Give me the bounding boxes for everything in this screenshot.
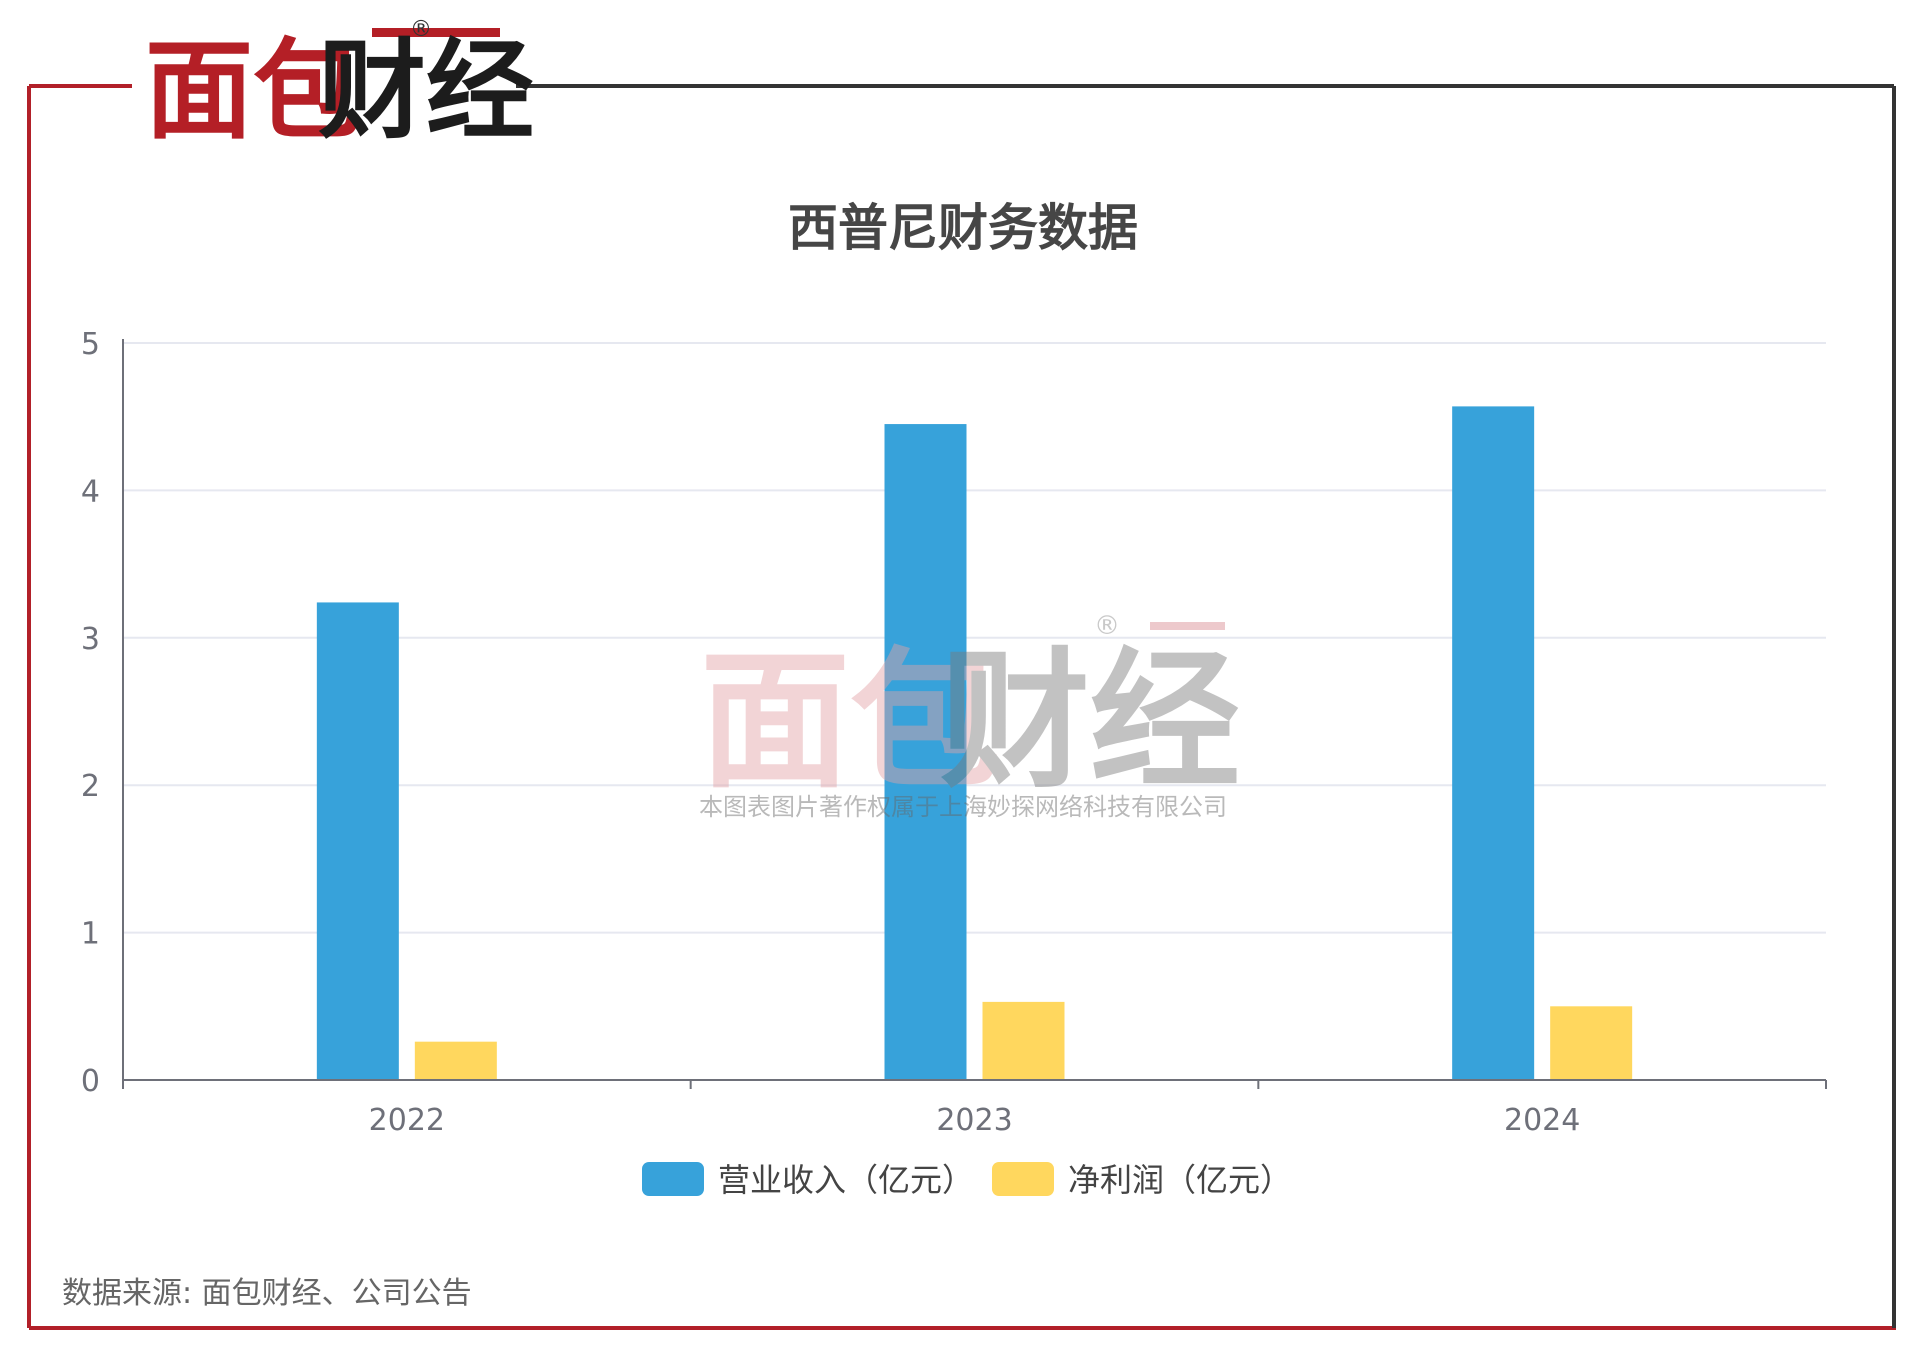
logo-text-dark: 财经: [318, 29, 534, 154]
bars: [316, 406, 1633, 1081]
watermark-registered-mark: ®: [1094, 611, 1120, 641]
x-axis: 2022 2023 2024: [122, 339, 1827, 1138]
legend-label: 净利润（亿元）: [1068, 1161, 1292, 1199]
y-tick-label: 0: [81, 1064, 100, 1099]
brand-logo: 面包 财经 ®: [145, 17, 534, 154]
y-tick-label: 1: [81, 917, 100, 952]
grid-lines: [123, 342, 1826, 934]
legend-swatch: [992, 1162, 1054, 1196]
watermark-caption: 本图表图片著作权属于上海妙探网络科技有限公司: [699, 793, 1227, 821]
frame-border: [27, 84, 1896, 1330]
logo-accent-bar: [372, 28, 500, 37]
y-tick-label: 5: [81, 327, 100, 362]
chart-title: 西普尼财务数据: [788, 199, 1138, 257]
x-tick-label: 2023: [936, 1103, 1012, 1138]
watermark-logo-red: 面包: [700, 635, 1000, 809]
watermark-logo-dark: 财经: [940, 635, 1240, 809]
x-tick-label: 2022: [369, 1103, 445, 1138]
bar-2024-2: [1550, 1006, 1633, 1080]
logo-text-red: 面包: [145, 29, 361, 154]
bar-2022-1: [316, 602, 399, 1080]
watermark: 面包 财经 ® 本图表图片著作权属于上海妙探网络科技有限公司: [699, 611, 1240, 821]
source-note: 数据来源: 面包财经、公司公告: [62, 1276, 472, 1311]
legend: 营业收入（亿元） 净利润（亿元）: [642, 1161, 1292, 1199]
bar-2024-1: [1452, 406, 1535, 1081]
y-tick-label: 2: [81, 769, 100, 804]
y-axis-ticks: 0 1 2 3 4 5: [81, 327, 100, 1099]
bar-2023-1: [884, 424, 967, 1080]
x-tick-label: 2024: [1504, 1103, 1580, 1138]
legend-label: 营业收入（亿元）: [718, 1161, 974, 1199]
bar-2023-2: [982, 1001, 1065, 1080]
y-tick-label: 4: [81, 474, 100, 509]
watermark-accent-bar: [1150, 622, 1225, 630]
y-tick-label: 3: [81, 622, 100, 657]
bar-2022-2: [414, 1041, 497, 1080]
registered-mark: ®: [410, 17, 432, 42]
legend-swatch: [642, 1162, 704, 1196]
